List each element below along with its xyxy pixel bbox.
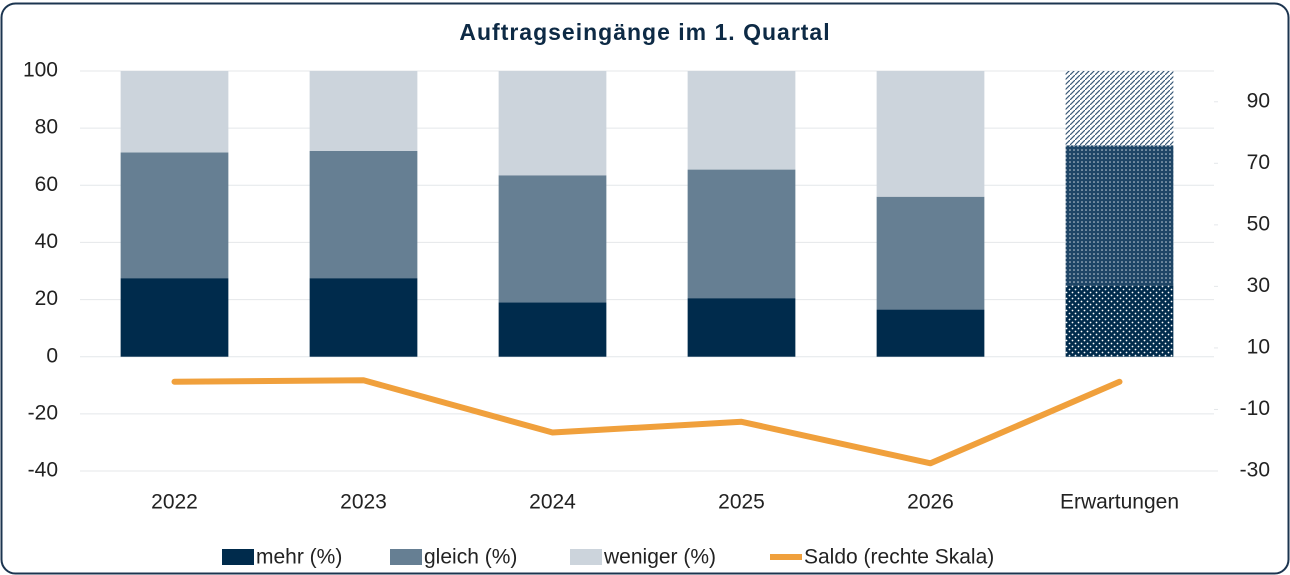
bar-segment (309, 151, 418, 279)
x-tick-label: Erwartungen (1060, 491, 1179, 514)
bar-segment (876, 309, 985, 357)
y-tick-label: 20 (35, 287, 58, 310)
legend-label: weniger (%) (603, 546, 716, 569)
x-tick-label: 2025 (718, 491, 765, 514)
bar-segment (498, 302, 607, 357)
bar-segment (120, 152, 229, 279)
legend-swatch (390, 549, 422, 565)
bar-segment (309, 278, 418, 357)
y-tick-label: -20 (28, 401, 58, 424)
bar-segment (687, 71, 796, 170)
y-tick-label: 80 (35, 116, 58, 139)
legend-label: mehr (%) (256, 546, 342, 569)
y-tick-label: 40 (35, 230, 58, 253)
y2-tick-label: 70 (1247, 151, 1270, 174)
legend-label: Saldo (rechte Skala) (804, 546, 994, 569)
y2-tick-label: -10 (1240, 397, 1270, 420)
y-tick-label: -40 (28, 459, 58, 482)
bar-segment (687, 298, 796, 357)
bar-segment (498, 71, 607, 176)
legend-label: gleich (%) (424, 546, 517, 569)
saldo-line (171, 377, 1123, 467)
bar-segment (120, 278, 229, 357)
y-tick-label: 60 (35, 173, 58, 196)
y2-tick-label: 30 (1247, 274, 1270, 297)
chart-title: Auftragseingänge im 1. Quartal (459, 19, 830, 45)
y2-tick-label: -30 (1240, 459, 1270, 482)
bar-segment (309, 71, 418, 151)
bar-segment (687, 169, 796, 299)
legend-swatch (570, 549, 602, 565)
bar-segment (120, 71, 229, 153)
y-tick-label: 0 (46, 344, 58, 367)
bar-segment (1065, 145, 1174, 286)
bar-segment (1065, 285, 1174, 357)
x-tick-label: 2023 (340, 491, 387, 514)
bar-segment (876, 71, 985, 197)
bar-segment (498, 175, 607, 303)
x-tick-label: 2022 (151, 491, 198, 514)
y2-tick-label: 10 (1247, 335, 1270, 358)
y2-tick-label: 90 (1247, 89, 1270, 112)
y2-tick-label: 50 (1247, 212, 1270, 235)
x-tick-label: 2026 (907, 491, 954, 514)
bar-segment (1065, 71, 1174, 146)
legend-swatch (222, 549, 254, 565)
bar-segment (876, 196, 985, 310)
x-tick-label: 2024 (529, 491, 576, 514)
y-tick-label: 100 (23, 59, 58, 82)
